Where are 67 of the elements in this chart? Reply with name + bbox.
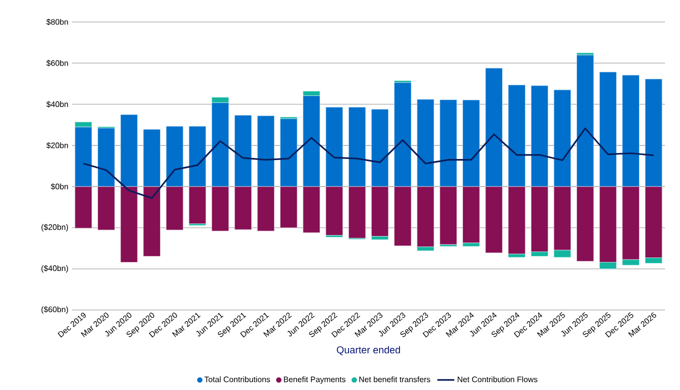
bar [394,186,412,246]
bar [188,186,206,224]
bar [302,186,320,233]
bar [440,186,457,245]
bar [371,236,389,240]
bar [576,54,594,187]
bar [508,84,526,187]
bar [98,186,115,230]
bar [74,126,92,187]
bar [98,128,115,187]
bar [120,186,138,262]
bar [302,90,320,96]
bar [371,109,389,187]
bar [74,186,92,228]
bar [74,122,92,128]
bar [416,186,434,248]
bar [302,95,320,187]
bar [554,250,572,258]
bar [462,242,480,247]
bar [644,186,662,258]
bar [371,186,389,237]
bar [530,186,548,252]
bar [212,102,229,187]
bar [554,186,572,250]
bar [530,85,548,187]
bar [234,186,252,230]
bar [576,186,594,262]
bar [166,126,184,187]
bar [644,258,662,264]
bar [143,129,160,187]
bar [644,78,662,187]
line-series [82,128,654,199]
bar [622,259,640,266]
bar [508,254,526,258]
bar [622,74,640,187]
bar [143,186,160,257]
bar [348,186,366,238]
bar [554,90,572,187]
bar [120,114,138,187]
bar [212,97,229,103]
bar [622,186,640,260]
bar [234,114,252,187]
bar [530,252,548,257]
bar [188,126,206,187]
bar [576,52,594,56]
bar [416,246,434,251]
bar [257,186,275,232]
bar [326,186,343,236]
bar [394,82,412,187]
bar [485,186,503,254]
bar [462,100,480,187]
bar [212,186,229,232]
bar [440,100,457,187]
bar [599,262,617,270]
bar [280,118,298,187]
bar [257,116,275,187]
bar [416,99,434,187]
bar [326,106,343,187]
bar [462,186,480,244]
x-axis-title: Quarter ended [336,346,400,356]
bar [280,186,298,228]
bar [508,186,526,254]
bar [166,186,184,230]
bar [599,186,617,262]
bar [599,72,617,187]
bar [348,106,366,187]
bar [485,68,503,187]
